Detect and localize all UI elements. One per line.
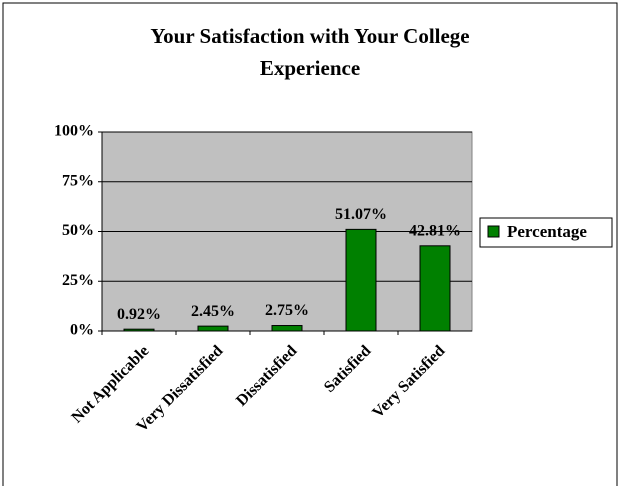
y-tick-label: 100% (54, 123, 94, 140)
bar (271, 325, 303, 332)
x-tick-label: Very Satisfied (369, 342, 448, 421)
legend-swatch (487, 225, 500, 238)
bar (345, 228, 377, 332)
legend-label: Percentage (507, 222, 587, 241)
bar (123, 328, 155, 332)
y-tick-label: 0% (70, 322, 94, 339)
y-tick-label: 75% (62, 172, 94, 189)
value-label: 51.07% (335, 206, 387, 223)
y-tick-label: 50% (62, 222, 94, 239)
x-tick-label: Dissatisfied (233, 342, 300, 409)
chart-title: Your Satisfaction with Your College Expe… (150, 24, 470, 80)
bar (419, 245, 451, 332)
x-tick-label: Satisfied (321, 342, 375, 396)
value-label: 0.92% (117, 306, 161, 323)
value-label: 2.45% (191, 303, 235, 320)
value-label: 42.81% (409, 222, 461, 239)
value-label: 2.75% (265, 302, 309, 319)
x-tick-label: Not Applicable (68, 342, 152, 426)
legend-box (479, 217, 613, 248)
y-tick-label: 25% (62, 272, 94, 289)
bar (197, 325, 229, 332)
